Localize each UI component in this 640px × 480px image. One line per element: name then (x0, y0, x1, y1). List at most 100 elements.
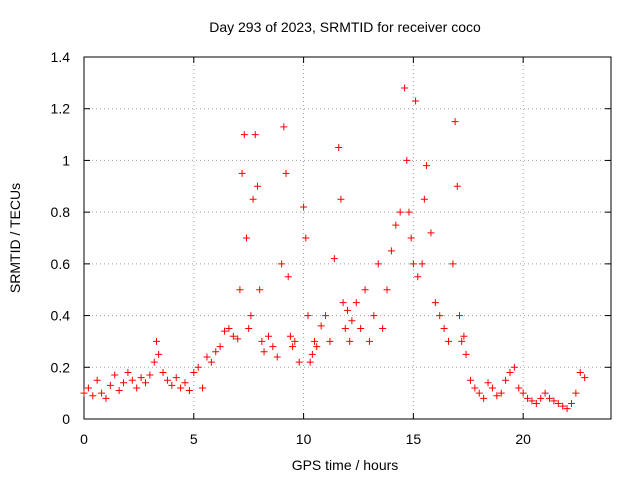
data-point (346, 337, 354, 345)
x-tick-label: 5 (190, 431, 198, 447)
y-tick-label: 1.2 (51, 101, 71, 117)
data-point (282, 169, 290, 177)
data-point (466, 376, 474, 384)
data-point (576, 368, 584, 376)
data-point (403, 156, 411, 164)
data-point (418, 260, 426, 268)
data-point (106, 381, 114, 389)
data-point (190, 368, 198, 376)
data-point (550, 397, 558, 405)
data-point (335, 144, 343, 151)
data-point (199, 384, 207, 392)
data-point (216, 343, 224, 351)
data-point (163, 376, 171, 384)
data-point (455, 312, 463, 320)
data-point (225, 325, 233, 332)
data-point (337, 195, 345, 203)
data-point (458, 337, 466, 345)
data-point (289, 343, 297, 351)
y-tick-label: 0 (62, 411, 70, 427)
data-point (141, 379, 149, 387)
y-tick-label: 0.6 (51, 256, 71, 272)
data-point (519, 389, 527, 397)
data-point (326, 337, 334, 345)
data-point (80, 389, 88, 397)
y-tick-label: 0.4 (51, 308, 71, 324)
x-tick-label: 10 (296, 431, 312, 447)
data-point (236, 286, 244, 294)
data-point (311, 337, 319, 345)
data-point (480, 394, 488, 402)
data-point (524, 394, 532, 402)
x-axis-label: GPS time / hours (292, 457, 399, 473)
data-point (493, 392, 501, 400)
data-point (280, 123, 288, 131)
data-point (383, 286, 391, 294)
data-point (124, 368, 132, 376)
chart-title: Day 293 of 2023, SRMTID for receiver coc… (209, 19, 481, 35)
data-point (341, 325, 349, 332)
data-point (420, 195, 428, 203)
data-point (497, 389, 505, 397)
data-point (581, 374, 589, 382)
data-point (414, 273, 422, 281)
y-tick-labels: 0 0.2 0.4 0.6 0.8 1 1.2 1.4 (51, 49, 71, 427)
data-point (445, 337, 453, 345)
data-points (80, 84, 589, 413)
data-point (515, 384, 523, 392)
grid-lines (84, 57, 611, 419)
data-point (168, 381, 176, 389)
data-point (159, 368, 167, 376)
data-point (273, 353, 281, 361)
data-point (462, 350, 470, 358)
data-point (284, 273, 292, 281)
x-tick-label: 0 (80, 431, 88, 447)
data-point (546, 394, 554, 402)
data-point (269, 343, 277, 351)
data-point (256, 286, 264, 294)
data-point (330, 255, 338, 263)
data-point (554, 399, 562, 407)
data-point (221, 327, 229, 335)
data-point (234, 335, 242, 343)
data-point (89, 392, 97, 400)
data-point (133, 384, 141, 392)
data-point (93, 376, 101, 384)
data-point (563, 405, 571, 413)
data-point (115, 387, 123, 395)
data-point (102, 394, 110, 402)
data-point (120, 379, 128, 387)
data-point (374, 260, 382, 268)
data-point (451, 118, 459, 126)
data-point (528, 397, 536, 405)
data-point (203, 353, 211, 361)
data-point (247, 312, 255, 320)
data-point (396, 208, 404, 216)
data-point (405, 208, 413, 216)
data-point (302, 234, 310, 242)
data-point (361, 286, 369, 294)
data-point (306, 358, 314, 366)
y-tick-label: 1.4 (51, 49, 71, 65)
data-point (291, 337, 299, 345)
data-point (532, 399, 540, 407)
data-point (251, 131, 259, 139)
y-tick-label: 0.2 (51, 359, 71, 375)
data-point (150, 358, 158, 366)
data-point (249, 195, 257, 203)
data-point (357, 325, 365, 332)
x-tick-label: 15 (406, 431, 422, 447)
data-point (207, 358, 215, 366)
data-point (407, 234, 415, 242)
y-tick-label: 0.8 (51, 204, 71, 220)
data-point (155, 350, 163, 358)
data-point (177, 384, 185, 392)
data-point (365, 337, 373, 345)
data-point (449, 260, 457, 268)
data-point (317, 322, 325, 330)
data-point (401, 84, 409, 92)
data-point (84, 384, 92, 392)
data-point (240, 131, 248, 139)
data-point (286, 332, 294, 340)
